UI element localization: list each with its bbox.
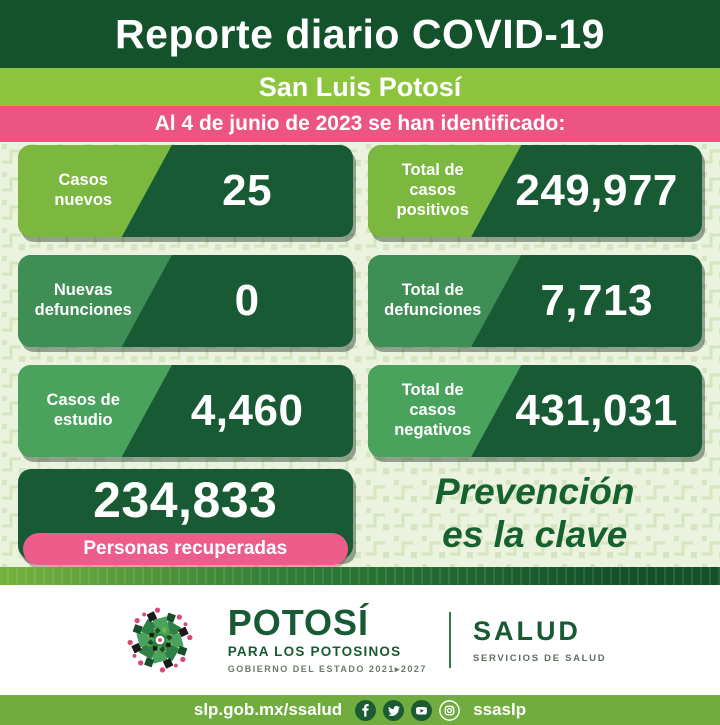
stat-card-casos-estudio: Casos de estudio 4,460 xyxy=(18,365,353,457)
brand-name: POTOSÍ xyxy=(227,602,370,643)
footer-divider xyxy=(448,612,451,668)
stat-value: 4,460 xyxy=(190,386,304,435)
potosi-logo xyxy=(127,607,193,673)
main-area: Casos nuevos 25 Total de casos positivos… xyxy=(0,142,720,567)
date-banner: Al 4 de junio de 2023 se han identificad… xyxy=(0,106,720,142)
page-title: Reporte diario COVID-19 xyxy=(115,10,605,57)
brand-block: POTOSÍ PARA LOS POTOSINOS GOBIERNO DEL E… xyxy=(228,605,427,675)
stat-label: Total de casos positivos xyxy=(396,161,469,219)
stat-label: Total de casos negativos xyxy=(394,381,472,439)
social-handle: ssaslp xyxy=(473,700,527,719)
stat-value: 25 xyxy=(222,166,273,215)
state-subtitle: San Luis Potosí xyxy=(258,71,462,102)
instagram-icon[interactable] xyxy=(439,699,461,721)
website-url[interactable]: slp.gob.mx/ssalud xyxy=(193,700,343,719)
salud-title: SALUD xyxy=(472,616,581,646)
stat-value: 431,031 xyxy=(515,386,678,435)
prevention-slogan: Prevención es la clave xyxy=(435,471,635,555)
stat-card-total-positivos: Total de casos positivos 249,977 xyxy=(367,145,702,237)
salud-subtitle: SERVICIOS DE SALUD xyxy=(472,653,607,664)
header-band: Reporte diario COVID-19 xyxy=(0,0,720,68)
stat-label: Nuevas defunciones xyxy=(34,281,132,319)
recovered-card: 234,833 Personas recuperadas xyxy=(18,469,353,565)
stat-value: 7,713 xyxy=(540,276,653,325)
salud-block: SALUD SERVICIOS DE SALUD xyxy=(473,616,606,664)
stat-value: 249,977 xyxy=(515,166,678,215)
stat-card-total-negativos: Total de casos negativos 431,031 xyxy=(367,365,702,457)
stat-card-nuevas-defunciones: Nuevas defunciones 0 xyxy=(18,255,353,347)
stat-label: Casos nuevos xyxy=(54,171,113,209)
brand-subtitle: PARA LOS POTOSINOS xyxy=(227,644,402,659)
stat-value: 0 xyxy=(234,276,260,325)
stats-grid: Casos nuevos 25 Total de casos positivos… xyxy=(18,145,702,457)
divider-band xyxy=(0,567,720,585)
facebook-icon[interactable] xyxy=(355,699,377,721)
stat-label: Casos de estudio xyxy=(46,391,120,429)
stat-card-total-defunciones: Total de defunciones 7,713 xyxy=(367,255,702,347)
twitter-icon[interactable] xyxy=(383,699,405,721)
date-banner-text: Al 4 de junio de 2023 se han identificad… xyxy=(154,112,566,135)
youtube-icon[interactable] xyxy=(411,699,433,721)
bottom-bar: slp.gob.mx/ssalud ssaslp xyxy=(0,695,720,725)
social-icons xyxy=(355,699,461,721)
brand-government-line: GOBIERNO DEL ESTADO 2021▸2027 xyxy=(227,664,427,674)
stat-card-casos-nuevos: Casos nuevos 25 xyxy=(18,145,353,237)
footer: POTOSÍ PARA LOS POTOSINOS GOBIERNO DEL E… xyxy=(0,585,720,695)
bottom-row: 234,833 Personas recuperadas Prevención … xyxy=(18,469,702,565)
stat-label: Total de defunciones xyxy=(384,281,482,319)
recovered-value: 234,833 xyxy=(93,472,278,528)
subheader-band: San Luis Potosí xyxy=(0,68,720,106)
recovered-label-pill: Personas recuperadas xyxy=(23,533,348,565)
